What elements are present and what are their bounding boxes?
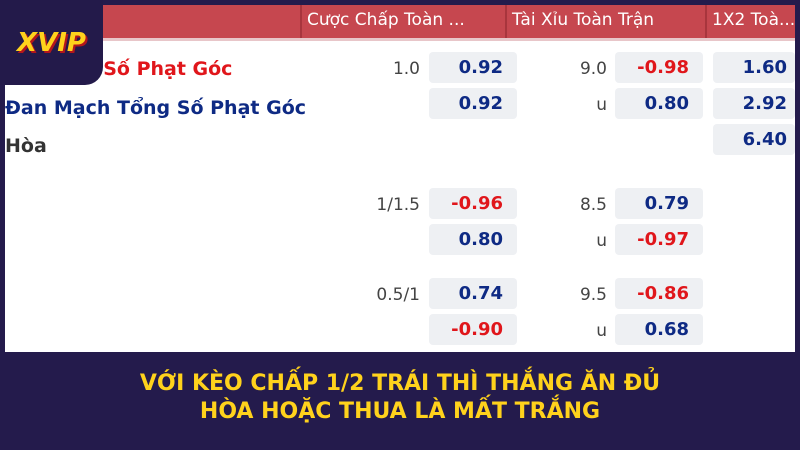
odds-cell[interactable]: -0.96 — [429, 188, 517, 219]
odds-cell[interactable]: -0.86 — [615, 278, 703, 309]
odds-cell[interactable]: 0.92 — [429, 88, 517, 119]
under-label: u — [596, 95, 607, 115]
under-label: u — [596, 231, 607, 251]
odds-cell-away[interactable]: 2.92 — [713, 88, 795, 119]
ou-line: 9.0 — [579, 59, 607, 79]
ou-line: 9.5 — [579, 285, 607, 305]
team-home: g Số Phạt Góc — [83, 58, 233, 80]
odds-table: Cược Chấp Toàn ... Tài Xỉu Toàn Trận 1X2… — [5, 5, 795, 352]
col-handicap[interactable]: Cược Chấp Toàn ... — [300, 5, 505, 38]
odds-cell[interactable]: -0.90 — [429, 314, 517, 345]
handicap-line: 0.5/1 — [376, 285, 420, 305]
col-over-under[interactable]: Tài Xỉu Toàn Trận — [505, 5, 705, 38]
xvip-logo: XVIP — [0, 0, 103, 85]
odds-cell[interactable]: 0.74 — [429, 278, 517, 309]
col-1x2[interactable]: 1X2 Toà... — [705, 5, 795, 38]
logo-text: XVIP — [17, 27, 86, 58]
odds-cell[interactable]: -0.98 — [615, 52, 703, 83]
odds-cell[interactable]: 0.68 — [615, 314, 703, 345]
odds-cell[interactable]: 0.80 — [429, 224, 517, 255]
odds-cell[interactable]: 0.79 — [615, 188, 703, 219]
odds-cell[interactable]: 0.92 — [429, 52, 517, 83]
under-label: u — [596, 321, 607, 341]
odds-cell-home[interactable]: 1.60 — [713, 52, 795, 83]
caption-line-1: VỚI KÈO CHẤP 1/2 TRÁI THÌ THẮNG ĂN ĐỦ — [139, 371, 661, 396]
draw-label: Hòa — [5, 135, 47, 157]
caption: VỚI KÈO CHẤP 1/2 TRÁI THÌ THẮNG ĂN ĐỦ HÒ… — [0, 370, 800, 426]
handicap-line: 1/1.5 — [376, 195, 420, 215]
odds-cell-draw[interactable]: 6.40 — [713, 124, 795, 155]
table-header: Cược Chấp Toàn ... Tài Xỉu Toàn Trận 1X2… — [5, 5, 795, 41]
odds-cell[interactable]: -0.97 — [615, 224, 703, 255]
odds-cell[interactable]: 0.80 — [615, 88, 703, 119]
ou-line: 8.5 — [579, 195, 607, 215]
handicap-line: 1.0 — [392, 59, 420, 79]
caption-line-2: HÒA HOẶC THUA LÀ MẤT TRẮNG — [199, 399, 601, 424]
team-away: Đan Mạch Tổng Số Phạt Góc — [5, 97, 307, 119]
